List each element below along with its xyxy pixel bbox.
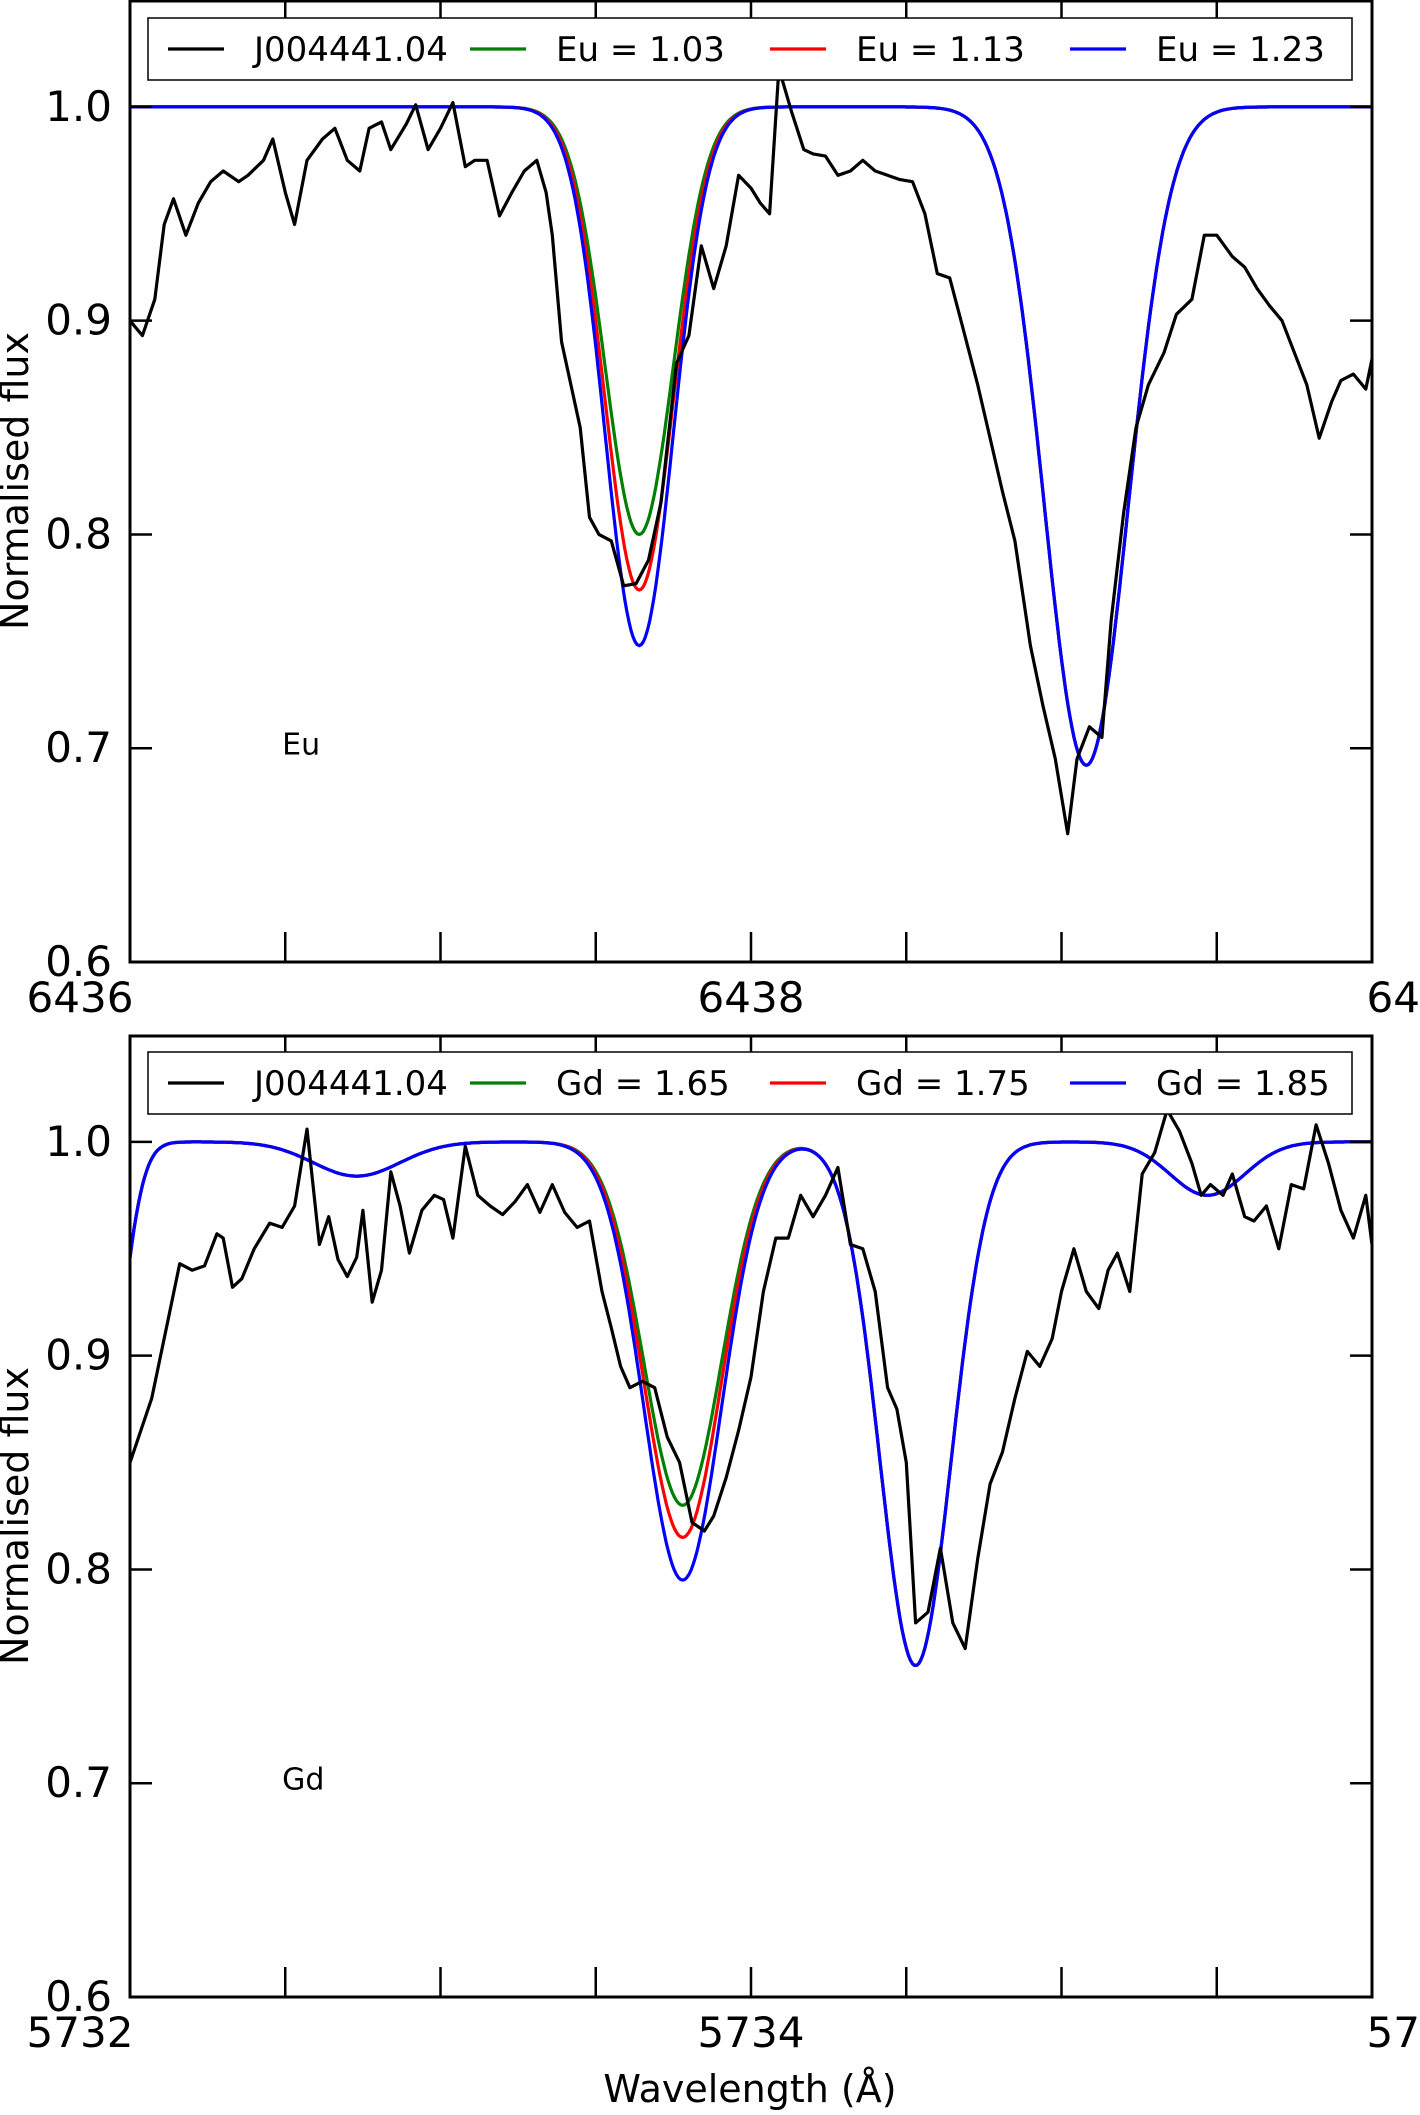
observed-series-line [130, 1108, 1372, 1651]
x-tick-label: 5734 [698, 2008, 805, 2057]
legend-entry-label: Gd = 1.65 [556, 1064, 730, 1104]
legend-entry-label: Eu = 1.03 [556, 30, 725, 70]
model-series-line [130, 105, 1372, 768]
model-series-line [130, 105, 1372, 768]
y-tick-label: 0.7 [45, 723, 112, 772]
x-tick-label: 6438 [698, 973, 805, 1022]
y-tick-label: 0.9 [45, 1331, 112, 1380]
legend-entry-label: J004441.04 [252, 1064, 448, 1104]
x-axis-label: Wavelength (Å) [603, 2067, 896, 2111]
y-axis-label: Normalised flux [0, 332, 37, 630]
y-tick-label: 0.8 [45, 1544, 112, 1593]
x-tick-label: 6440 [1367, 973, 1420, 1022]
y-tick-label: 1.0 [45, 1117, 112, 1166]
legend-entry-label: J004441.04 [252, 30, 448, 70]
x-tick-label: 5732 [27, 2008, 134, 2057]
y-tick-label: 0.6 [45, 1972, 112, 2021]
y-tick-label: 0.6 [45, 937, 112, 986]
chart-panel-2: 0.6 0.7 0.8 0.9 1.0 5732 5734 5736 Normalised fl… [0, 1034, 1420, 2057]
plot-frame [128, 1034, 1374, 1999]
legend-box [147, 17, 1353, 81]
panel-annotation: Gd [282, 1763, 324, 1798]
legend: J004441.04 Eu = 1.03 Eu = 1.13 Eu = 1.23 [147, 17, 1353, 81]
legend: J004441.04 Gd = 1.65 Gd = 1.75 Gd = 1.85 [147, 1051, 1353, 1115]
panel-annotation: Eu [282, 728, 320, 763]
x-tick-label: 5736 [1367, 2008, 1420, 2057]
legend-entry-label: Gd = 1.75 [856, 1064, 1030, 1104]
legend-box [147, 1051, 1353, 1115]
y-tick-label: 0.8 [45, 509, 112, 558]
chart-panel-1: 0.6 0.7 0.8 0.9 1.0 6436 6438 6440 Normalised fl… [0, 0, 1420, 1022]
y-tick-label: 0.7 [45, 1758, 112, 1807]
observed-series-line [130, 66, 1372, 836]
legend-entry-label: Eu = 1.13 [856, 30, 1025, 70]
x-tick-label: 6436 [27, 973, 134, 1022]
y-tick-label: 1.0 [45, 82, 112, 131]
model-series-line [130, 105, 1372, 768]
y-tick-label: 0.9 [45, 296, 112, 345]
legend-entry-label: Eu = 1.23 [1156, 30, 1325, 70]
legend-entry-label: Gd = 1.85 [1156, 1064, 1330, 1104]
y-axis-label: Normalised flux [0, 1367, 37, 1665]
model-series-line [130, 1140, 1372, 1668]
